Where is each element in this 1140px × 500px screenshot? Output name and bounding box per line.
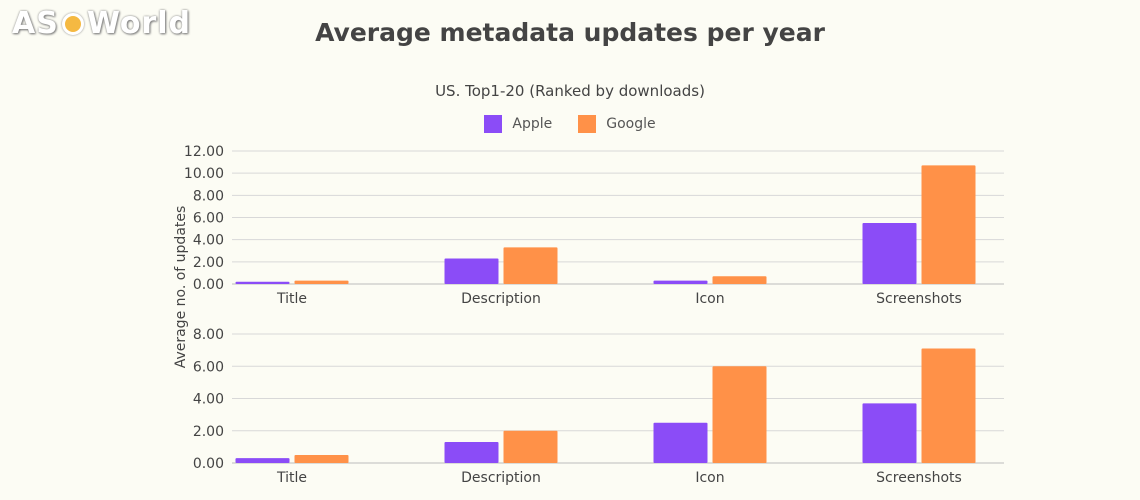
legend-swatch-google [578, 115, 597, 133]
logo-text-left: AS [12, 6, 59, 41]
bar-1-apple-icon [653, 280, 708, 284]
x-category-label-1-3: Screenshots [876, 291, 962, 307]
bar-1-apple-description [444, 258, 499, 284]
x-category-label-2-2: Icon [695, 470, 724, 486]
bar-1-google-title [294, 280, 349, 284]
legend-swatch-apple [484, 115, 503, 133]
legend-item-apple: Apple [484, 115, 552, 133]
logo-text-right: World [86, 6, 192, 41]
y-tick-label-2-4: 8.00 [193, 327, 224, 343]
bar-2-google-screenshots [921, 348, 976, 463]
y-tick-label-1-6: 12.00 [184, 144, 224, 160]
logo-dot-icon [61, 12, 84, 35]
y-tick-label-2-2: 4.00 [193, 392, 224, 408]
legend-label-google: Google [606, 116, 656, 132]
y-tick-label-2-0: 0.00 [193, 456, 224, 472]
x-category-label-2-0: Title [276, 470, 307, 486]
x-category-label-2-1: Description [461, 470, 541, 486]
bar-1-google-icon [712, 276, 767, 284]
chart-legend: Apple Google [0, 115, 1140, 133]
bar-2-apple-icon [653, 422, 708, 463]
y-tick-label-1-2: 4.00 [193, 233, 224, 249]
y-tick-label-1-0: 0.00 [193, 277, 224, 293]
bar-1-apple-screenshots [862, 223, 917, 284]
x-category-label-1-2: Icon [695, 291, 724, 307]
y-tick-label-2-3: 6.00 [193, 359, 224, 375]
x-category-label-1-1: Description [461, 291, 541, 307]
x-category-label-2-3: Screenshots [876, 470, 962, 486]
aso-world-logo: AS World [12, 6, 191, 41]
x-category-label-1-0: Title [276, 291, 307, 307]
y-tick-label-1-3: 6.00 [193, 211, 224, 227]
bar-2-apple-screenshots [862, 403, 917, 463]
y-tick-label-1-5: 10.00 [184, 166, 224, 182]
bar-2-apple-title [235, 458, 290, 463]
chart-title: Average metadata updates per year [315, 18, 825, 47]
legend-item-google: Google [578, 115, 656, 133]
bar-1-google-description [503, 247, 558, 284]
bar-2-google-title [294, 454, 349, 463]
chart-subtitle: US. Top1-20 (Ranked by downloads) [435, 82, 705, 100]
bar-2-google-description [503, 430, 558, 463]
bar-1-apple-title [235, 281, 290, 284]
y-tick-label-1-4: 8.00 [193, 188, 224, 204]
bar-1-google-screenshots [921, 165, 976, 284]
y-tick-label-2-1: 2.00 [193, 424, 224, 440]
y-tick-label-1-1: 2.00 [193, 255, 224, 271]
bar-2-apple-description [444, 442, 499, 463]
bar-2-google-icon [712, 366, 767, 463]
legend-label-apple: Apple [512, 116, 553, 132]
